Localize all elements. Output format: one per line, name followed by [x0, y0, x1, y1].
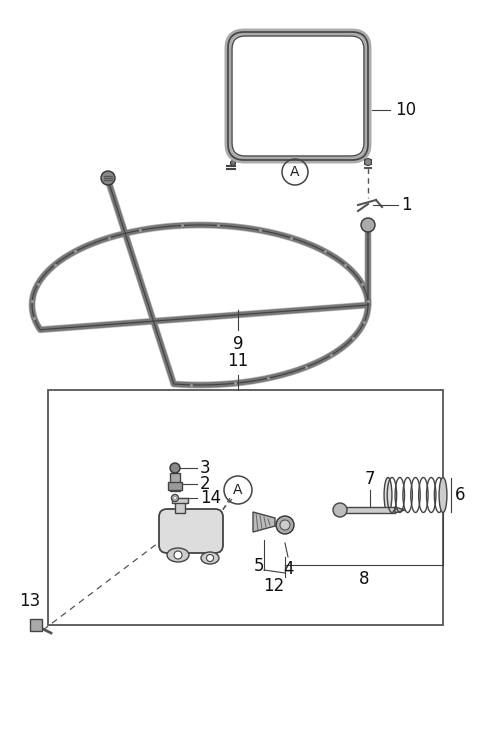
- Text: 3: 3: [200, 459, 211, 477]
- Circle shape: [173, 496, 177, 499]
- Circle shape: [174, 551, 182, 559]
- Polygon shape: [253, 512, 275, 532]
- Bar: [172, 498, 188, 503]
- Text: 6: 6: [455, 486, 466, 504]
- FancyBboxPatch shape: [159, 509, 223, 553]
- Text: 9: 9: [233, 335, 243, 353]
- Ellipse shape: [201, 552, 219, 564]
- Text: 13: 13: [19, 592, 41, 610]
- Bar: [170, 473, 180, 491]
- Text: 4: 4: [283, 560, 293, 578]
- Circle shape: [206, 554, 214, 562]
- Circle shape: [170, 463, 180, 473]
- Text: 5: 5: [254, 557, 264, 575]
- Ellipse shape: [167, 548, 189, 562]
- Text: A: A: [233, 483, 243, 497]
- Circle shape: [171, 495, 179, 502]
- Ellipse shape: [439, 478, 447, 513]
- Text: 10: 10: [395, 101, 416, 119]
- Circle shape: [280, 520, 290, 530]
- Bar: [168, 482, 182, 490]
- Bar: [340, 507, 395, 513]
- Circle shape: [333, 503, 347, 517]
- Bar: [175, 500, 185, 513]
- Text: 12: 12: [264, 577, 285, 595]
- Text: 8: 8: [359, 570, 369, 588]
- Circle shape: [230, 160, 236, 166]
- Polygon shape: [395, 507, 405, 513]
- Circle shape: [364, 158, 372, 166]
- Circle shape: [361, 218, 375, 232]
- Text: A: A: [290, 165, 300, 179]
- Text: 1: 1: [401, 196, 412, 214]
- Text: 11: 11: [228, 352, 249, 370]
- Ellipse shape: [384, 478, 392, 513]
- Circle shape: [101, 171, 115, 185]
- Text: 14: 14: [200, 489, 221, 507]
- Text: 7: 7: [365, 470, 375, 488]
- Text: 2: 2: [200, 475, 211, 493]
- Bar: [30, 619, 42, 631]
- Bar: [48, 390, 443, 625]
- Circle shape: [276, 516, 294, 534]
